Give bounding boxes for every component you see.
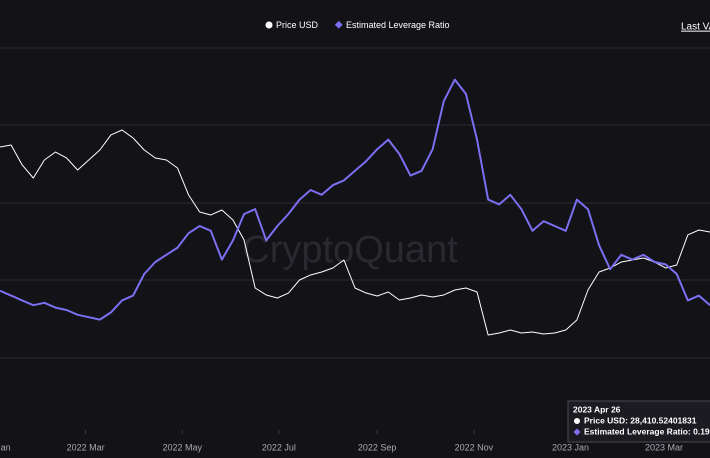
x-axis: 2022 Jan 2022 Mar 2022 May 2022 Jul 2022 Sep… [0, 430, 683, 452]
legend-label: Price USD [276, 20, 319, 30]
tooltip-title: 2023 Apr 26 [573, 404, 621, 414]
tooltip: 2023 Apr 26 Price USD: 28,410.52401831 E… [567, 400, 710, 443]
x-tick-label: 2022 Jan [0, 442, 11, 452]
legend-marker [265, 21, 273, 29]
series-line [0, 129, 710, 336]
legend: Price USD Estimated Leverage Ratio [265, 20, 450, 30]
tooltip-box [567, 400, 710, 443]
x-tick-label: 2022 Nov [455, 442, 494, 452]
x-tick-label: 2022 Mar [67, 442, 105, 452]
legend-label: Estimated Leverage Ratio [346, 20, 450, 30]
tooltip-marker [574, 418, 580, 424]
x-tick-label: 2022 Sep [358, 442, 397, 452]
x-tick-label: 2022 May [162, 442, 202, 452]
x-tick-label: 2023 Mar [645, 442, 683, 452]
last-value-link[interactable]: Last VA [681, 22, 710, 33]
series-line [0, 78, 710, 321]
plot-area [0, 78, 710, 336]
watermark: CryptoQuant [242, 229, 458, 271]
x-tick-label: 2023 Jan [552, 442, 589, 452]
x-tick-label: 2022 Jul [262, 442, 296, 452]
grid [0, 47, 710, 359]
tooltip-marker [573, 428, 581, 436]
tooltip-line: Estimated Leverage Ratio: 0.195 [584, 426, 710, 436]
tooltip-line: Price USD: 28,410.52401831 [584, 415, 697, 425]
